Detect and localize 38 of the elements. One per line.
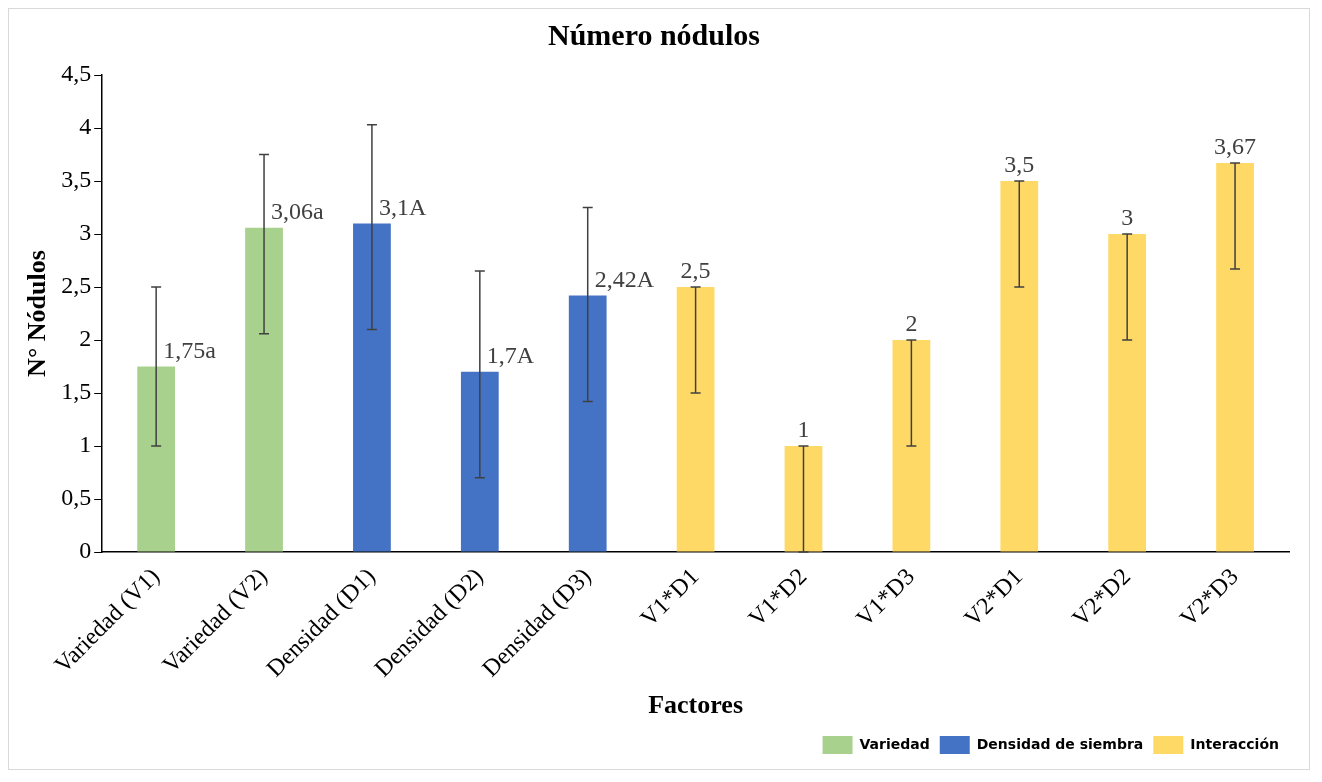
y-tick-label: 3,5 xyxy=(61,166,92,193)
data-label: 2,42A xyxy=(594,265,655,292)
data-label: 2 xyxy=(905,310,918,337)
bar xyxy=(1108,234,1147,552)
x-axis-title: Factores xyxy=(648,690,744,720)
bar xyxy=(676,287,715,552)
data-label: 3,06a xyxy=(271,197,325,224)
y-axis-title: N° Nódulos xyxy=(22,250,52,377)
bar xyxy=(784,446,823,552)
bar xyxy=(245,227,283,552)
data-label: 3 xyxy=(1121,204,1134,231)
data-label: 1 xyxy=(797,416,810,443)
data-label: 3,1A xyxy=(378,193,427,220)
bar xyxy=(460,371,499,552)
y-tick-label: 4 xyxy=(79,113,92,140)
legend-label: Interacción xyxy=(1190,735,1280,752)
y-tick-label: 4,5 xyxy=(61,60,92,87)
data-label: 2,5 xyxy=(680,257,711,284)
y-tick-label: 1,5 xyxy=(61,378,92,405)
data-label: 1,7A xyxy=(486,342,535,369)
y-tick-label: 0,5 xyxy=(61,484,92,511)
data-label: 1,75a xyxy=(163,336,217,363)
y-tick-label: 3 xyxy=(79,219,92,246)
bar xyxy=(353,223,391,552)
y-tick-label: 2 xyxy=(79,325,92,352)
data-label: 3,5 xyxy=(1004,151,1035,178)
data-label: 3,67 xyxy=(1214,133,1257,160)
bar xyxy=(568,295,607,552)
bar xyxy=(1216,162,1254,552)
y-tick-label: 2,5 xyxy=(61,272,92,299)
bar xyxy=(137,366,176,552)
y-tick-label: 0 xyxy=(79,537,92,564)
legend-label: Variedad xyxy=(859,735,930,752)
legend-label: Densidad de siembra xyxy=(976,735,1144,752)
y-tick-label: 1 xyxy=(79,431,92,458)
bar xyxy=(1000,181,1039,552)
chart-title: Número nódulos xyxy=(548,17,760,51)
bar xyxy=(892,340,931,552)
